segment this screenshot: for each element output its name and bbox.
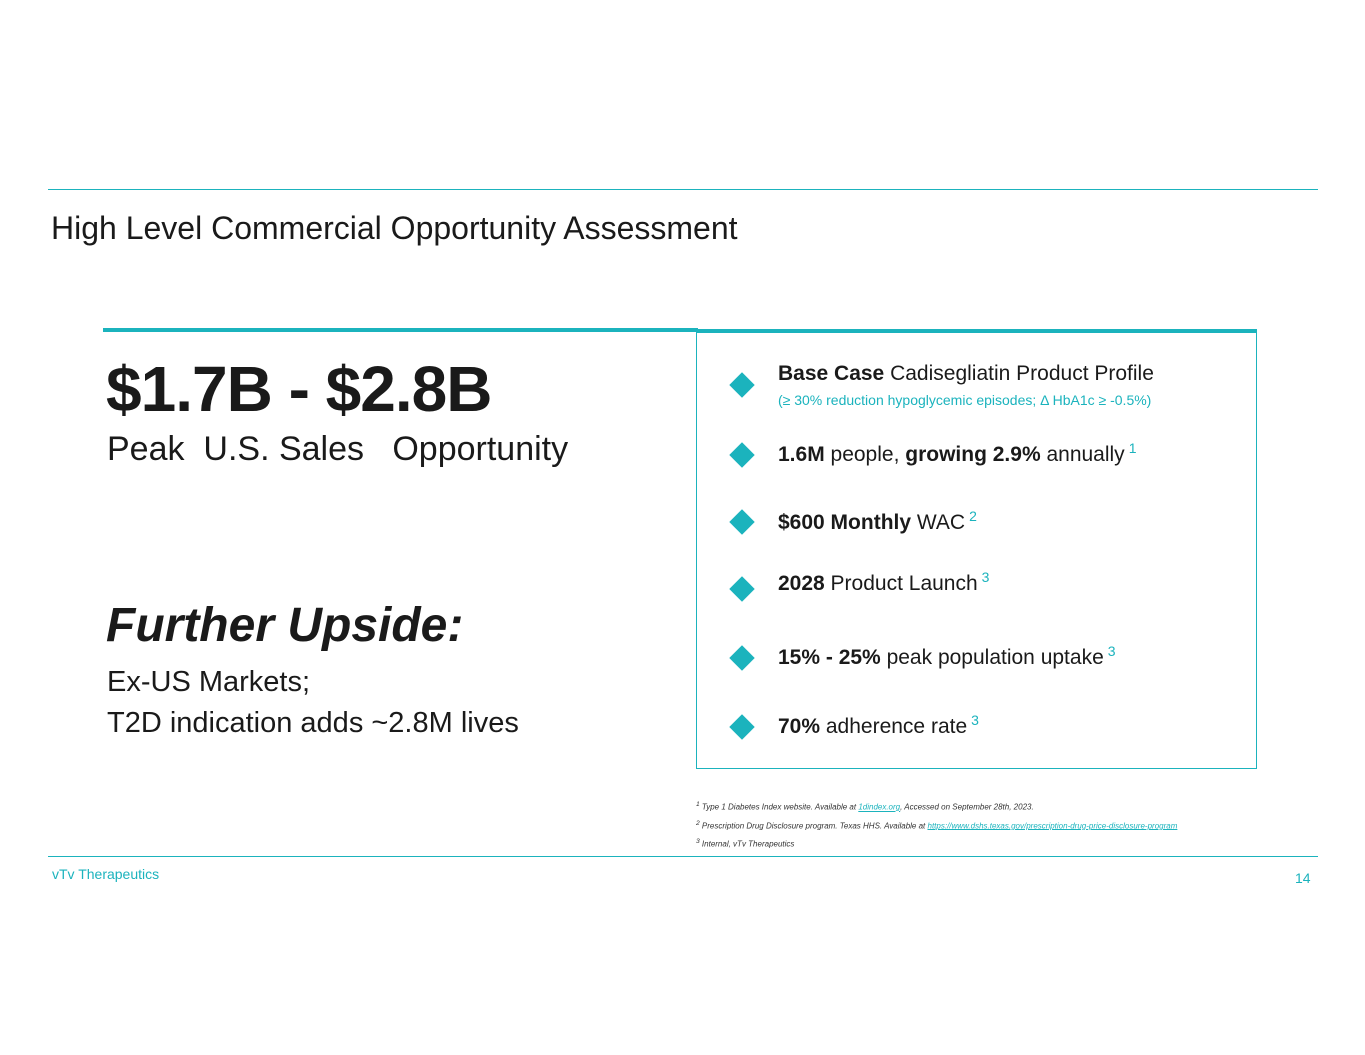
diamond-icon xyxy=(729,576,755,602)
assumptions-box: Base Case Cadisegliatin Product Profile … xyxy=(696,329,1257,769)
footnote-mark: 2 xyxy=(696,819,700,827)
footnote-text: Type 1 Diabetes Index website. Available… xyxy=(699,802,859,812)
diamond-icon xyxy=(729,714,755,740)
upside-line-2: T2D indication adds ~2.8M lives xyxy=(107,707,519,739)
assumption-bold: 15% - 25% xyxy=(778,646,881,669)
footnote-text: Prescription Drug Disclosure program. Te… xyxy=(699,821,928,831)
assumption-label: peak population uptake xyxy=(880,646,1104,669)
footnote-tail: , Accessed on September 28th, 2023. xyxy=(900,802,1034,812)
assumption-bold: Base Case xyxy=(778,362,885,385)
assumption-label: people, xyxy=(824,443,906,466)
footnote-link-1dindex[interactable]: 1dindex.org xyxy=(858,802,901,812)
headline-value: $1.7B - $2.8B xyxy=(106,353,492,425)
assumption-bold: 70% xyxy=(778,715,821,738)
assumption-text: Base Case Cadisegliatin Product Profile xyxy=(778,362,1154,386)
assumption-text: 15% - 25% peak population uptake 3 xyxy=(778,643,1116,670)
bottom-divider xyxy=(48,856,1318,857)
headline-subtitle: Peak U.S. Sales Opportunity xyxy=(107,430,569,468)
assumption-label: adherence rate xyxy=(820,715,968,738)
footnote-mark: 3 xyxy=(696,838,700,846)
assumption-text: 2028 Product Launch 3 xyxy=(778,569,989,596)
diamond-icon xyxy=(729,509,755,535)
assumption-bold: $600 Monthly xyxy=(778,511,912,534)
assumption-subtext: (≥ 30% reduction hypoglycemic episodes; … xyxy=(778,392,1152,408)
footnote-ref: 3 xyxy=(981,569,990,585)
top-divider xyxy=(48,189,1318,190)
footnote-ref: 3 xyxy=(1107,643,1116,659)
footnote-2: 2 Prescription Drug Disclosure program. … xyxy=(696,816,1177,835)
footnote-link-dshs[interactable]: https://www.dshs.texas.gov/prescription-… xyxy=(927,821,1178,831)
footnote-3: 3 Internal, vTv Therapeutics xyxy=(696,834,1177,853)
page-number: 14 xyxy=(1295,870,1311,886)
footnote-mark: 1 xyxy=(696,801,700,808)
assumption-label: WAC xyxy=(911,511,966,534)
upside-line-1: Ex-US Markets; xyxy=(107,666,311,698)
footnote-ref: 2 xyxy=(969,508,977,524)
diamond-icon xyxy=(729,372,755,398)
footnote-ref: 3 xyxy=(971,712,979,728)
assumption-text: 70% adherence rate 3 xyxy=(778,712,979,739)
assumption-text: $600 Monthly WAC 2 xyxy=(778,508,977,535)
left-accent-bar xyxy=(103,328,698,332)
footnote-1: 1 Type 1 Diabetes Index website. Availab… xyxy=(696,797,1177,816)
assumption-label-tail: annually xyxy=(1040,443,1125,466)
assumption-label: Product Launch xyxy=(824,572,978,595)
assumption-bold-growth: growing 2.9% xyxy=(905,443,1041,466)
assumption-bold: 2028 xyxy=(778,572,825,595)
footnote-ref: 1 xyxy=(1128,440,1137,456)
footnotes: 1 Type 1 Diabetes Index website. Availab… xyxy=(696,797,1177,853)
upside-title: Further Upside: xyxy=(106,599,464,652)
assumption-text: 1.6M people, growing 2.9% annually 1 xyxy=(778,440,1136,467)
assumption-bold: 1.6M xyxy=(778,443,825,466)
diamond-icon xyxy=(729,442,755,468)
assumption-label: Cadisegliatin Product Profile xyxy=(884,362,1154,385)
slide-title: High Level Commercial Opportunity Assess… xyxy=(51,210,738,246)
footnote-text: Internal, vTv Therapeutics xyxy=(699,839,795,849)
diamond-icon xyxy=(729,645,755,671)
company-name: vTv Therapeutics xyxy=(52,866,160,882)
